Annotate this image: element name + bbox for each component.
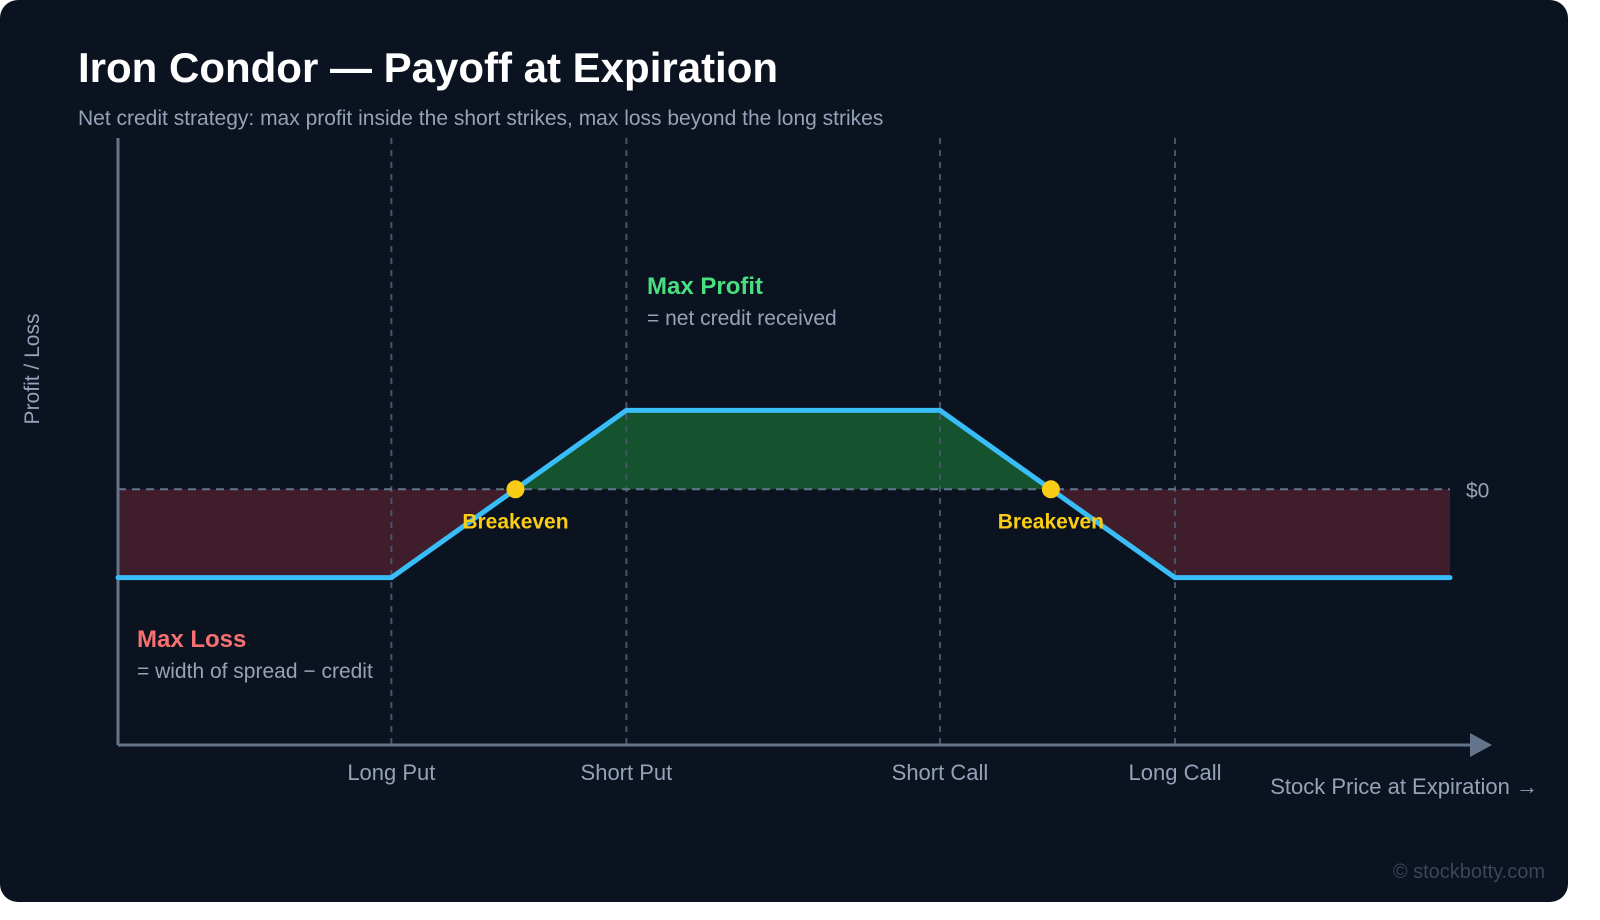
chart-subtitle: Net credit strategy: max profit inside t…: [78, 107, 883, 130]
chart-card: Iron Condor — Payoff at Expiration Net c…: [0, 0, 1568, 902]
x-axis-label: Stock Price at Expiration →: [1270, 774, 1538, 799]
x-axis-arrow: [1470, 733, 1492, 757]
zero-label: $0: [1466, 479, 1489, 502]
loss-region-right: [1050, 489, 1450, 578]
chart-title: Iron Condor — Payoff at Expiration: [78, 44, 778, 91]
tick-label-long-call: Long Call: [1129, 760, 1222, 785]
watermark: © stockbotty.com: [1393, 861, 1545, 883]
max-loss-note: = width of spread − credit: [137, 660, 373, 683]
max-profit-label: Max Profit: [647, 273, 763, 300]
breakeven-label-1: Breakeven: [462, 510, 568, 533]
breakeven-dot-1: [506, 480, 525, 499]
max-loss-label: Max Loss: [137, 626, 246, 653]
breakeven-points: Breakeven Breakeven: [462, 480, 1104, 533]
breakeven-dot-2: [1041, 480, 1060, 499]
strike-lines: [390, 138, 1176, 745]
strike-tick-labels: Long Put Short Put Short Call Long Call: [347, 760, 1221, 785]
max-profit-note: = net credit received: [647, 307, 837, 330]
tick-label-short-call: Short Call: [892, 760, 989, 785]
profit-region: [515, 410, 1051, 490]
tick-label-short-put: Short Put: [581, 760, 673, 785]
tick-label-long-put: Long Put: [347, 760, 435, 785]
breakeven-label-2: Breakeven: [998, 510, 1104, 533]
loss-region-left: [118, 489, 516, 578]
y-axis-label: Profit / Loss: [21, 314, 44, 425]
pnl-regions: [118, 410, 1450, 578]
payoff-chart: Iron Condor — Payoff at Expiration Net c…: [21, 44, 1545, 883]
payoff-line: [115, 407, 1453, 581]
payoff-line-layer: [115, 407, 1453, 581]
